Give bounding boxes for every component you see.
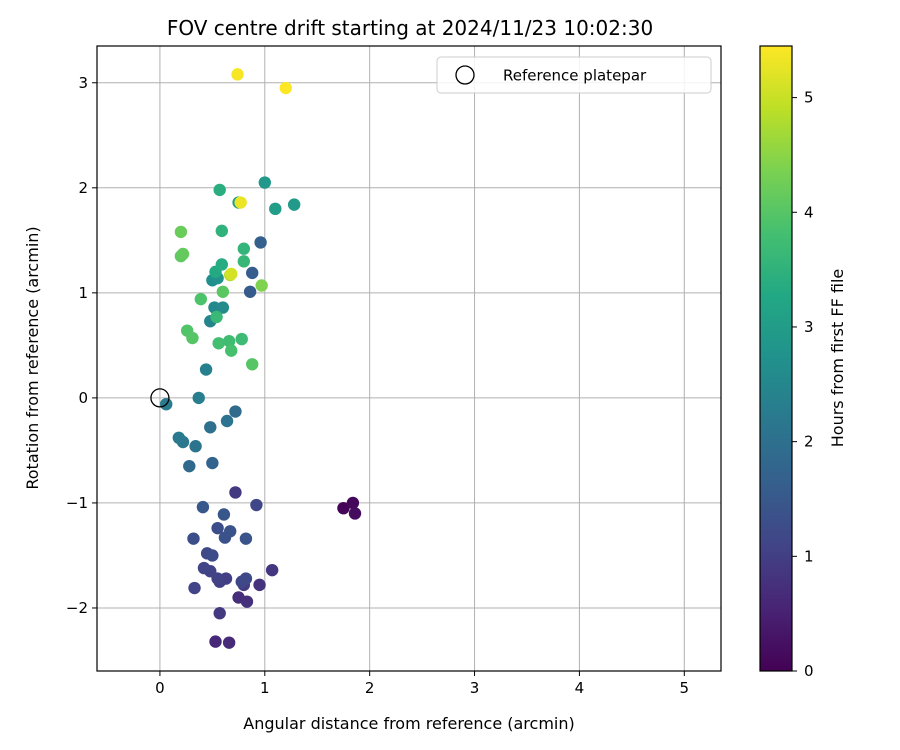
- scatter-point: [239, 532, 253, 545]
- scatter-point: [194, 292, 208, 306]
- scatter-point: [216, 285, 230, 298]
- scatter-point: [206, 549, 219, 562]
- scatter-point: [217, 508, 231, 521]
- scatter-point: [209, 635, 222, 648]
- y-tick-label: 1: [78, 284, 88, 302]
- scatter-point: [189, 440, 202, 453]
- scatter-point: [223, 525, 237, 538]
- axis-ticks: 0 1 2 3 4 5 −2 −1 0 1 2 3: [66, 74, 689, 697]
- scatter-point: [206, 456, 219, 470]
- x-tick-label: 4: [575, 679, 585, 697]
- scatter-point: [255, 279, 268, 292]
- x-tick-label: 2: [365, 679, 375, 697]
- y-tick-label: 3: [78, 74, 88, 92]
- x-tick-label: 5: [680, 679, 690, 697]
- scatter-point: [246, 358, 259, 371]
- scatter-point: [240, 595, 254, 608]
- y-axis-label: Rotation from reference (arcmin): [23, 226, 42, 489]
- scatter-point: [174, 225, 188, 239]
- colorbar-gradient: [759, 45, 793, 672]
- legend-marker-circle-icon: [455, 65, 475, 85]
- scatter-point: [235, 332, 248, 346]
- scatter-point: [215, 224, 228, 238]
- scatter-point: [212, 337, 225, 350]
- scatter-point: [186, 331, 199, 345]
- scatter-point: [243, 285, 257, 298]
- reference-platepar-marker: [150, 388, 170, 408]
- y-tick-label: −1: [66, 494, 88, 512]
- grid: [97, 46, 721, 671]
- scatter-point: [279, 81, 292, 95]
- x-axis-label: Angular distance from reference (arcmin): [243, 714, 574, 733]
- scatter-point: [237, 255, 251, 268]
- scatter-point: [234, 196, 247, 209]
- y-tick-label: 0: [78, 389, 88, 407]
- legend-box: [436, 56, 712, 94]
- scatter-point: [222, 334, 236, 348]
- x-tick-label: 0: [155, 679, 165, 697]
- x-tick-label: 3: [470, 679, 480, 697]
- scatter-point: [213, 607, 226, 620]
- scatter-point: [211, 521, 224, 535]
- scatter-points: [160, 68, 362, 649]
- colorbar: 0 1 2 3 4 5 Hours from first FF file: [759, 45, 847, 680]
- scatter-point: [287, 198, 301, 211]
- scatter-point: [220, 414, 234, 428]
- colorbar-ticks: 0 1 2 3 4 5: [792, 89, 814, 680]
- colorbar-tick-label: 0: [804, 662, 814, 680]
- colorbar-tick-label: 3: [804, 318, 814, 336]
- plot-frame: [96, 45, 722, 672]
- colorbar-tick-label: 5: [804, 89, 814, 107]
- colorbar-tick-label: 4: [804, 203, 814, 221]
- scatter-point: [265, 563, 279, 577]
- scatter-point: [231, 68, 244, 81]
- scatter-point: [188, 581, 201, 595]
- scatter-point: [204, 421, 217, 434]
- scatter-point: [337, 501, 350, 515]
- scatter-point: [172, 431, 186, 445]
- scatter-point: [348, 507, 362, 520]
- scatter-point: [269, 202, 282, 216]
- scatter-point: [199, 363, 213, 376]
- scatter-point: [213, 183, 226, 197]
- scatter-point: [216, 301, 230, 314]
- scatter-point: [258, 176, 271, 189]
- scatter-point: [229, 405, 242, 418]
- scatter-point: [197, 561, 211, 575]
- scatter-point: [225, 344, 238, 357]
- scatter-point: [237, 242, 251, 255]
- scatter-point: [254, 236, 267, 249]
- colorbar-tick-label: 2: [804, 433, 814, 451]
- scatter-point: [210, 310, 223, 324]
- scatter-point: [187, 532, 200, 545]
- scatter-point: [239, 572, 253, 585]
- scatter-point: [196, 500, 210, 514]
- scatter-point: [253, 578, 266, 592]
- scatter-point: [192, 391, 205, 405]
- scatter-point: [229, 486, 242, 499]
- reference-platepar-point: [150, 388, 170, 408]
- y-tick-label: 2: [78, 179, 88, 197]
- scatter-point: [222, 636, 236, 649]
- scatter-point: [183, 459, 196, 473]
- scatter-point: [176, 247, 190, 261]
- colorbar-tick-label: 1: [804, 547, 814, 565]
- scatter-point: [246, 266, 259, 280]
- x-tick-label: 1: [260, 679, 270, 697]
- scatter-point: [215, 258, 228, 271]
- colorbar-label: Hours from first FF file: [828, 269, 847, 448]
- scatter-point: [346, 496, 360, 510]
- chart-title: FOV centre drift starting at 2024/11/23 …: [167, 16, 653, 40]
- y-tick-label: −2: [66, 599, 88, 617]
- legend-entry-reference-platepar: Reference platepar: [503, 67, 647, 85]
- scatter-point: [250, 498, 263, 512]
- scatter-point: [225, 267, 238, 281]
- legend: Reference platepar: [436, 56, 712, 94]
